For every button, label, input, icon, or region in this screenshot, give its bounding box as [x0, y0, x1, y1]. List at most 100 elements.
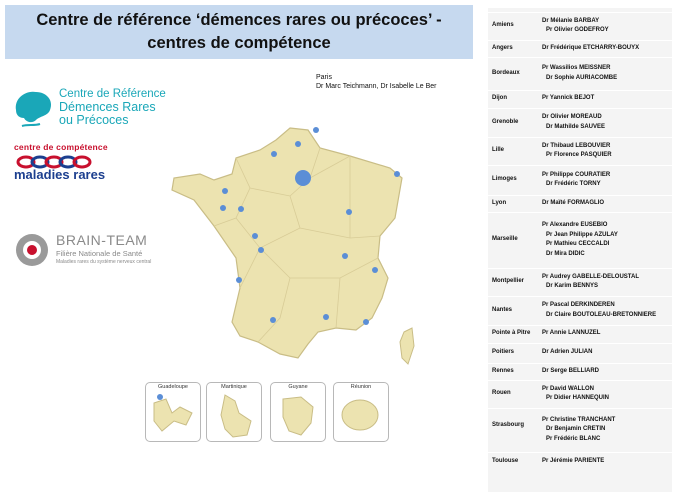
table-row: Lille Dr Thibaud LEBOUVIER Pr Florence PAS…: [488, 137, 672, 166]
paris-label: Paris Dr Marc Teichmann, Dr Isabelle Le …: [316, 73, 436, 91]
marker-limoges: [236, 277, 242, 283]
table-city: Strasbourg: [492, 421, 525, 428]
table-city: Montpellier: [492, 278, 525, 285]
table-row: Marseille Pr Alexandre EUSEBIO Pr Jean Phi…: [488, 212, 672, 269]
table-row: Amiens Dr Mélanie BARBAY Pr Olivier GODEFR…: [488, 12, 672, 41]
table-row: Rouen Pr David WALLON Pr Didier HANNEQUIN: [488, 380, 672, 409]
inset-martinique-label: Martinique: [221, 384, 247, 390]
inset-reunion: Réunion: [333, 382, 389, 442]
table-city: Angers: [492, 44, 513, 51]
inset-guadeloupe-label: Guadeloupe: [158, 384, 188, 390]
table-doctor: Dr Mathilde SAUVEE: [546, 123, 606, 130]
brain-icon: [15, 91, 52, 127]
table-row: Pointe à Pitre Pr Annie LANNUZEL: [488, 325, 672, 344]
table-row: Montpellier Pr Audrey GABELLE-DELOUSTAL Dr…: [488, 268, 672, 297]
table-row: Dijon Pr Yannick BEJOT: [488, 90, 672, 109]
table-city: Marseille: [492, 236, 518, 243]
title-banner: Centre de référence ‘démences rares ou p…: [5, 5, 473, 59]
marker-rennes: [238, 206, 244, 212]
table-row: Limoges Pr Philippe COURATIER Dr Frédéric …: [488, 165, 672, 196]
cm-top-text: centre de compétence: [14, 142, 108, 152]
brain-team-icon: [16, 234, 48, 266]
table-doctor: Pr Philippe COURATIER: [542, 171, 611, 178]
table-doctor: Pr Frédéric BLANC: [546, 435, 601, 442]
guadeloupe-shape: [153, 398, 193, 432]
table-doctor: Pr Didier HANNEQUIN: [546, 395, 610, 401]
table-doctor: Dr Maïté FORMAGLIO: [542, 199, 605, 206]
table-doctor: Dr Thibaud LEBOUVIER: [542, 142, 611, 149]
table-doctor: Dr Benjamin CRETIN: [546, 426, 606, 433]
inset-guyane: Guyane: [270, 382, 326, 442]
brain-team-sub-2: Maladies rares du système nerveux centra…: [56, 259, 152, 265]
table-doctor: Dr Frédérique ETCHARRY-BOUYX: [542, 44, 640, 51]
cr-line-2: Démences Rares: [59, 100, 156, 114]
table-city: Nantes: [492, 306, 513, 313]
table-doctor: Pr Jérémie PARIENTE: [542, 458, 605, 465]
table-city: Lille: [492, 147, 505, 154]
table-row: Bordeaux Pr Wassilios MEISSNER Dr Sophie A…: [488, 57, 672, 91]
table-doctor: Pr Jean Philippe AZULAY: [546, 231, 618, 238]
table-doctor: Pr Audrey GABELLE-DELOUSTAL: [542, 273, 640, 280]
france-map: [171, 127, 415, 365]
reunion-shape: [341, 399, 379, 431]
table-row: Rennes Dr Serge BELLIARD: [488, 363, 672, 381]
marker-poitiers: [258, 247, 264, 253]
brain-team-sub-1: Filière Nationale de Santé: [56, 249, 143, 258]
marker-strasbourg: [394, 171, 400, 177]
table-city: Limoges: [492, 176, 517, 183]
table-doctor: Pr David WALLON: [542, 385, 595, 392]
table-city: Rouen: [492, 390, 511, 397]
table-city: Rennes: [492, 367, 514, 374]
table-doctor: Dr Olivier MOREAUD: [542, 114, 602, 120]
marker-amiens: [295, 141, 301, 147]
centre-competence-logo: centre de compétence maladies rares: [14, 142, 109, 202]
cr-line-3: ou Précoces: [59, 113, 129, 127]
marker-nantes-area: [220, 205, 226, 211]
table-doctor: Dr Claire BOUTOLEAU-BRETONNIERE: [546, 311, 657, 318]
title-line-1: Centre de référence ‘démences rares ou p…: [36, 11, 442, 29]
table-city: Grenoble: [492, 118, 519, 125]
table-row: Lyon Dr Maïté FORMAGLIO: [488, 195, 672, 213]
table-row: Angers Dr Frédérique ETCHARRY-BOUYX: [488, 40, 672, 58]
inset-guyane-label: Guyane: [288, 384, 308, 390]
inset-reunion-label: Réunion: [350, 384, 372, 390]
marker-paris: [295, 170, 311, 186]
brain-team-logo: BRAIN-TEAM Filière Nationale de Santé Ma…: [14, 232, 164, 272]
table-doctor: Dr Mira DIDIC: [546, 250, 585, 257]
marker-bordeaux: [270, 317, 276, 323]
table-doctor: Pr Wassilios MEISSNER: [542, 65, 611, 71]
table-doctor: Dr Karim BENNYS: [546, 283, 599, 289]
table-doctor: Dr Adrien JULIAN: [542, 349, 593, 356]
table-doctor: Dr Mélanie BARBAY: [542, 17, 600, 24]
table-row: Toulouse Pr Jérémie PARIENTE: [488, 452, 672, 473]
title-line-2: centres de compétence: [147, 34, 331, 52]
table-city: Amiens: [492, 22, 514, 29]
brain-team-name: BRAIN-TEAM: [56, 232, 148, 248]
table-row: Poitiers Dr Adrien JULIAN: [488, 343, 672, 364]
centre-markers: [220, 127, 400, 325]
martinique-shape: [220, 394, 252, 438]
marker-montpellier: [363, 319, 369, 325]
table-city: Toulouse: [492, 458, 519, 465]
table-city: Dijon: [492, 95, 507, 102]
table-city: Bordeaux: [492, 69, 520, 76]
marker-angers: [252, 233, 258, 239]
table-row: Strasbourg Pr Christine TRANCHANT Dr Benja…: [488, 408, 672, 453]
inset-martinique: Martinique: [206, 382, 262, 442]
cr-line-1: Centre de Référence: [59, 88, 166, 100]
chain-icon: [16, 155, 92, 169]
paris-doctors: Dr Marc Teichmann, Dr Isabelle Le Ber: [316, 83, 437, 90]
table-city: Lyon: [492, 199, 507, 206]
marker-dijon: [346, 209, 352, 215]
table-doctor: Pr Annie LANNUZEL: [542, 330, 601, 337]
paris-city: Paris: [316, 74, 332, 81]
inset-guadeloupe: Guadeloupe: [145, 382, 201, 442]
marker-grenoble: [372, 267, 378, 273]
table-doctor: Pr Olivier GODEFROY: [546, 27, 609, 33]
table-city: Poitiers: [492, 349, 515, 356]
centres-table: Amiens Dr Mélanie BARBAY Pr Olivier GODEFR…: [488, 8, 672, 492]
table-doctor: Pr Florence PASQUIER: [546, 152, 612, 158]
table-doctor: Pr Mathieu CECCALDI: [546, 241, 610, 247]
table-doctor: Pr Yannick BEJOT: [542, 95, 595, 102]
table-row: Nantes Pr Pascal DERKINDEREN Dr Claire BOU…: [488, 296, 672, 326]
